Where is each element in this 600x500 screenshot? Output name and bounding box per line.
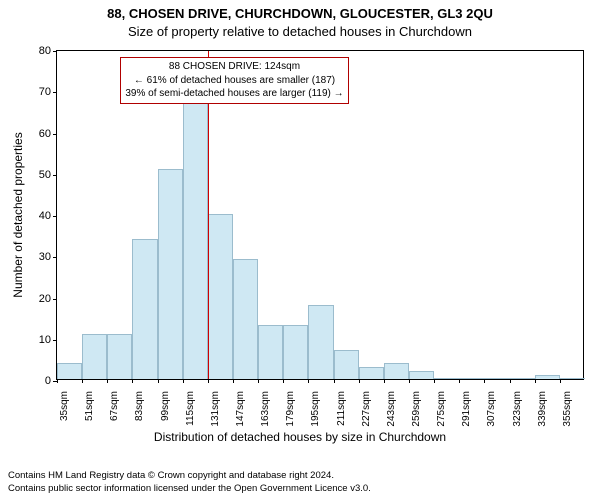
xtick-label: 51sqm (84, 391, 95, 421)
xtick-label: 323sqm (512, 391, 523, 427)
xtick (384, 379, 385, 383)
xtick (82, 379, 83, 383)
xtick-label: 67sqm (109, 391, 120, 421)
ytick (53, 257, 57, 258)
xtick-label: 355sqm (562, 391, 573, 427)
xtick (560, 379, 561, 383)
histogram-bar (359, 367, 384, 379)
xtick-label: 115sqm (185, 391, 196, 426)
xtick-label: 179sqm (285, 391, 296, 427)
ytick (53, 134, 57, 135)
xtick (132, 379, 133, 383)
caption-line1: Contains HM Land Registry data © Crown c… (8, 470, 334, 481)
ytick (53, 216, 57, 217)
histogram-bar (82, 334, 107, 379)
histogram-bar (535, 375, 560, 379)
xtick (283, 379, 284, 383)
xtick (484, 379, 485, 383)
caption-line2: Contains public sector information licen… (8, 483, 371, 494)
histogram-bar (560, 378, 585, 379)
xtick-label: 307sqm (486, 391, 497, 427)
xtick-label: 163sqm (260, 391, 271, 427)
ytick (53, 51, 57, 52)
histogram-bar (510, 378, 535, 379)
ytick-label: 40 (39, 210, 51, 222)
caption: Contains HM Land Registry data © Crown c… (0, 470, 379, 496)
xtick (258, 379, 259, 383)
x-axis-label: Distribution of detached houses by size … (0, 430, 600, 444)
xtick (334, 379, 335, 383)
histogram-bar (334, 350, 359, 379)
histogram-bar (183, 103, 208, 379)
xtick (57, 379, 58, 383)
ytick-label: 70 (39, 86, 51, 98)
y-axis-label: Number of detached properties (11, 132, 25, 297)
xtick-label: 339sqm (537, 391, 548, 427)
xtick-label: 131sqm (210, 391, 221, 427)
histogram-bar (484, 378, 509, 379)
xtick (308, 379, 309, 383)
xtick-label: 291sqm (461, 391, 472, 427)
xtick (158, 379, 159, 383)
annotation-box: 88 CHOSEN DRIVE: 124sqm ← 61% of detached… (120, 57, 348, 104)
xtick (459, 379, 460, 383)
histogram-bar (384, 363, 409, 380)
histogram-bar (434, 378, 459, 379)
xtick (107, 379, 108, 383)
xtick-label: 259sqm (411, 391, 422, 427)
chart-subtitle: Size of property relative to detached ho… (0, 24, 600, 39)
ytick-label: 20 (39, 293, 51, 305)
chart-title: 88, CHOSEN DRIVE, CHURCHDOWN, GLOUCESTER… (0, 6, 600, 21)
xtick (510, 379, 511, 383)
xtick-label: 243sqm (386, 391, 397, 427)
ytick (53, 299, 57, 300)
histogram-bar (459, 378, 484, 379)
ytick-label: 50 (39, 169, 51, 181)
xtick (409, 379, 410, 383)
ytick-label: 10 (39, 334, 51, 346)
ytick-label: 80 (39, 45, 51, 57)
histogram-bar (409, 371, 434, 379)
histogram-bar (283, 325, 308, 379)
xtick-label: 99sqm (160, 391, 171, 421)
xtick-label: 147sqm (235, 391, 246, 427)
ytick (53, 175, 57, 176)
xtick (359, 379, 360, 383)
histogram-bar (308, 305, 333, 379)
annotation-line3: 39% of semi-detached houses are larger (… (125, 88, 343, 99)
histogram-bar (233, 259, 258, 379)
xtick (208, 379, 209, 383)
xtick-label: 211sqm (336, 391, 347, 426)
xtick (434, 379, 435, 383)
xtick-label: 195sqm (310, 391, 321, 427)
xtick (233, 379, 234, 383)
xtick-label: 275sqm (436, 391, 447, 427)
ytick-label: 30 (39, 251, 51, 263)
annotation-line2: ← 61% of detached houses are smaller (18… (134, 75, 335, 86)
histogram-bar (107, 334, 132, 379)
ytick-label: 60 (39, 128, 51, 140)
xtick-label: 227sqm (361, 391, 372, 427)
xtick-label: 35sqm (59, 391, 70, 421)
histogram-bar (258, 325, 283, 379)
histogram-bar (132, 239, 157, 379)
xtick (183, 379, 184, 383)
xtick-label: 83sqm (134, 391, 145, 421)
plot-area: 0102030405060708035sqm51sqm67sqm83sqm99s… (56, 50, 584, 380)
annotation-line1: 88 CHOSEN DRIVE: 124sqm (169, 61, 300, 72)
histogram-bar (158, 169, 183, 379)
xtick (535, 379, 536, 383)
ytick (53, 92, 57, 93)
ytick (53, 340, 57, 341)
histogram-bar (208, 214, 233, 379)
ytick-label: 0 (45, 375, 51, 387)
histogram-bar (57, 363, 82, 380)
